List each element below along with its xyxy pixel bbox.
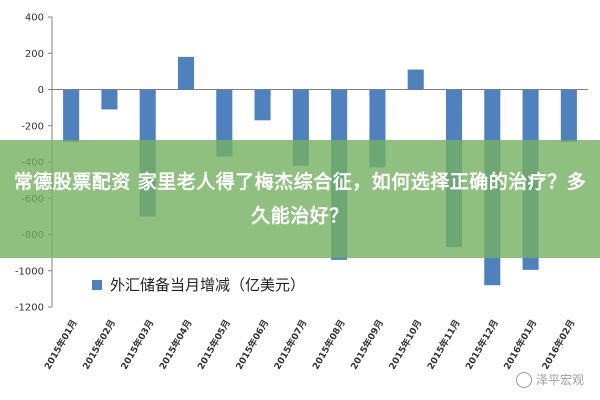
bar (177, 56, 195, 90)
x-tick-label: 2015年07月 (271, 318, 309, 372)
bar (63, 89, 80, 143)
bar (560, 89, 577, 143)
y-tick-label: 0 (38, 85, 44, 96)
watermark-text: 泽平宏观 (535, 373, 584, 387)
bar (254, 89, 271, 121)
x-tick-label: 2015年11月 (424, 318, 462, 372)
legend-swatch (92, 279, 102, 290)
banner-title: 常德股票配资 家里老人得了梅杰综合征，如何选择正确的治疗？多久能治好？ (13, 171, 587, 227)
x-tick-label: 2015年04月 (156, 318, 194, 372)
y-tick-label: -1000 (15, 266, 44, 277)
x-tick-label: 2015年12月 (463, 318, 501, 372)
x-tick-label: 2015年01月 (42, 318, 80, 372)
x-tick-label: 2015年03月 (118, 318, 156, 372)
x-tick-label: 2015年10月 (386, 318, 424, 372)
watermark: 泽平宏观 (515, 371, 584, 388)
x-tick-label: 2016年01月 (501, 318, 539, 372)
legend-label: 外汇储备当月增减（亿美元） (110, 276, 306, 294)
bar (216, 89, 233, 157)
chart-legend: 外汇储备当月增减（亿美元） (92, 274, 305, 295)
x-tick-label: 2015年08月 (310, 318, 348, 372)
x-tick-label: 2015年05月 (195, 318, 233, 372)
y-tick-label: 400 (25, 13, 44, 24)
bar (407, 69, 424, 90)
watermark-logo-icon (515, 371, 532, 388)
x-tick-label: 2015年06月 (233, 318, 271, 372)
y-tick-label: -200 (21, 121, 44, 132)
x-tick-label: 2015年09月 (348, 318, 386, 372)
x-tick-label: 2015年02月 (80, 318, 118, 372)
y-tick-label: 200 (25, 49, 44, 60)
bar (101, 89, 118, 110)
title-banner: 常德股票配资 家里老人得了梅杰综合征，如何选择正确的治疗？多久能治好？ (0, 140, 600, 258)
y-tick-label: -1200 (15, 303, 44, 314)
x-tick-label: 2016年02月 (539, 318, 577, 372)
